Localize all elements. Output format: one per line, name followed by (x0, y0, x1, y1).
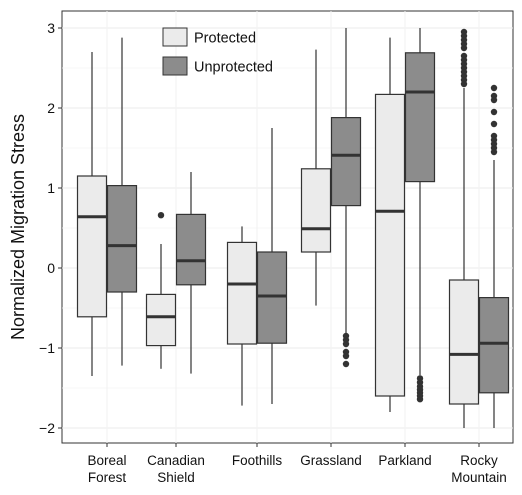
x-tick-label-line: Boreal (87, 453, 126, 468)
outlier-point (342, 340, 350, 348)
outlier-point (416, 396, 424, 403)
x-tick-label-boreal: Boreal Forest (87, 453, 126, 485)
gridlines (62, 11, 513, 443)
legend-item-protected: Protected (162, 27, 256, 47)
box-iqr (330, 116, 362, 207)
box-iqr (175, 213, 207, 286)
outlier-point (490, 132, 498, 140)
box-protected-grassland (300, 49, 332, 306)
axes: −2 −1 0 1 2 3 Boreal Forest Canadian Shield Foothi… (39, 20, 507, 485)
y-tick-label: 2 (47, 100, 55, 116)
outlier-point (490, 92, 498, 100)
box-iqr (256, 251, 288, 344)
box-iqr (226, 241, 258, 345)
legend-swatch (162, 27, 188, 47)
x-tick-label-grassland: Grassland (300, 453, 362, 468)
x-tick-label-canadian: Canadian Shield (147, 453, 205, 485)
x-tick-label-line: Foothills (232, 453, 283, 468)
x-tick-label-line: Rocky (460, 453, 498, 468)
y-tick-label: 1 (47, 180, 55, 196)
outlier-point (460, 52, 468, 60)
outlier-point (460, 28, 468, 36)
x-tick-label-line: Forest (88, 470, 127, 485)
box-unprotected-foothills (256, 128, 288, 404)
y-tick-label: −2 (39, 420, 55, 436)
x-tick-label-line: Shield (157, 470, 195, 485)
y-tick-label: 0 (47, 260, 55, 276)
legend-label: Protected (194, 31, 256, 47)
legend-label: Unprotected (194, 60, 273, 76)
box-iqr (374, 93, 406, 397)
box-iqr (145, 293, 177, 347)
box-protected-canadian (145, 212, 177, 369)
plot-panel (61, 10, 514, 444)
boxes (76, 28, 510, 428)
y-tick-label: −1 (39, 340, 55, 356)
box-unprotected-grassland (330, 28, 362, 368)
outlier-point (490, 84, 498, 92)
box-unprotected-canadian (175, 172, 207, 374)
x-tick-label-line: Canadian (147, 453, 205, 468)
y-axis-title: Normalized Migration Stress (8, 114, 28, 340)
box-protected-rocky (448, 28, 480, 428)
outlier-point (342, 352, 350, 360)
legend: Protected Unprotected (162, 27, 273, 76)
x-tick-label-line: Mountain (451, 470, 507, 485)
box-iqr (404, 52, 436, 183)
box-iqr (106, 185, 138, 293)
legend-item-unprotected: Unprotected (162, 56, 273, 76)
x-tick-label-rocky: Rocky Mountain (451, 453, 507, 485)
outlier-point (342, 360, 350, 368)
box-iqr (478, 297, 510, 394)
box-iqr (300, 168, 332, 253)
outlier-point (490, 108, 498, 116)
box-unprotected-parkland (404, 28, 436, 403)
box-iqr (76, 175, 108, 318)
box-protected-foothills (226, 226, 258, 406)
box-iqr (448, 279, 480, 405)
box-protected-boreal (76, 52, 108, 376)
outlier-point (157, 212, 165, 219)
y-tick-label: 3 (47, 20, 55, 36)
x-tick-label-foothills: Foothills (232, 453, 283, 468)
outlier-point (490, 120, 498, 128)
box-unprotected-boreal (106, 37, 138, 366)
box-protected-parkland (374, 37, 406, 412)
x-tick-label-line: Grassland (300, 453, 362, 468)
box-unprotected-rocky (478, 84, 510, 428)
legend-swatch (162, 56, 188, 76)
x-tick-label-parkland: Parkland (378, 453, 431, 468)
x-tick-label-line: Parkland (378, 453, 431, 468)
